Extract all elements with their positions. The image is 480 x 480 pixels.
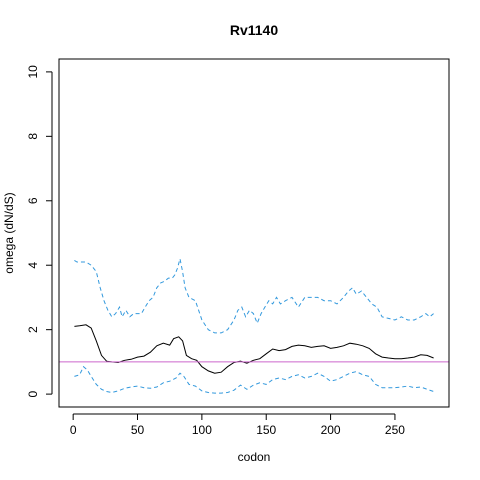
y-tick-label: 4 bbox=[26, 262, 40, 269]
y-tick-label: 6 bbox=[26, 197, 40, 204]
x-tick-label: 100 bbox=[192, 423, 212, 437]
x-tick-label: 150 bbox=[256, 423, 276, 437]
y-axis: 0 2 4 6 8 10 bbox=[26, 65, 53, 397]
chart-title: Rv1140 bbox=[230, 22, 278, 38]
series-line-3 bbox=[74, 365, 434, 394]
plot-frame bbox=[58, 58, 450, 408]
y-axis-label: omega (dN/dS) bbox=[2, 192, 16, 273]
x-tick-label: 200 bbox=[321, 423, 341, 437]
x-axis: 0 50 100 150 200 250 bbox=[70, 413, 405, 437]
x-tick-label: 50 bbox=[131, 423, 145, 437]
y-tick-label: 2 bbox=[26, 326, 40, 333]
y-tick-label: 10 bbox=[26, 65, 40, 79]
y-tick-label: 8 bbox=[26, 133, 40, 140]
x-axis-label: codon bbox=[238, 450, 271, 464]
plot-area bbox=[59, 258, 449, 394]
x-tick-label: 250 bbox=[385, 423, 405, 437]
x-tick-label: 0 bbox=[70, 423, 77, 437]
y-tick-label: 0 bbox=[26, 390, 40, 397]
